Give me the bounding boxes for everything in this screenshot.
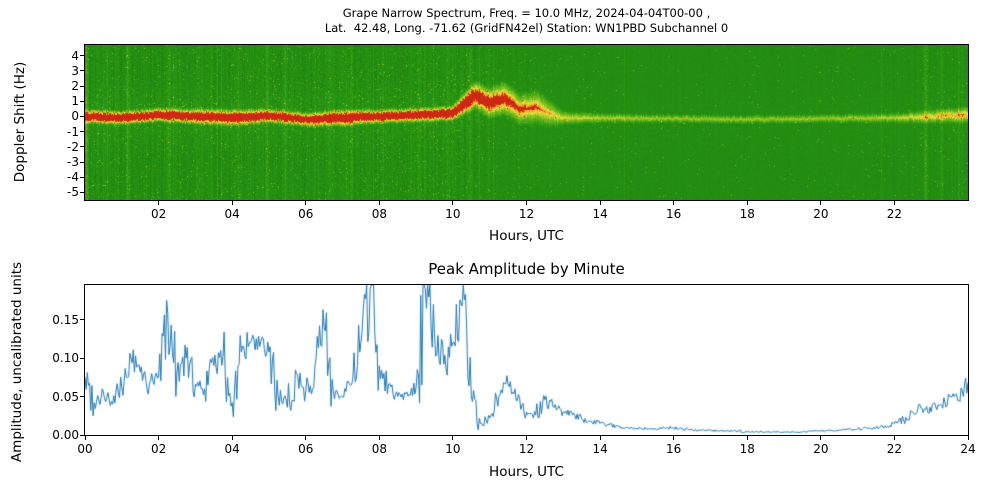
x-tick-label: 02 <box>150 207 167 221</box>
x-tick-label: 06 <box>298 207 314 221</box>
y-tick-label: 0.15 <box>52 312 79 327</box>
x-tick-label: 22 <box>886 442 903 456</box>
x-tick-mark <box>893 201 895 205</box>
x-tick-label: 18 <box>739 207 755 221</box>
x-tick-label: 08 <box>371 207 387 221</box>
x-tick-label: 06 <box>298 442 314 456</box>
y-tick-mark <box>80 191 84 193</box>
y-tick-label: 0.10 <box>52 351 79 366</box>
y-tick-mark <box>80 100 84 102</box>
y-tick-mark <box>80 85 84 87</box>
x-tick-mark <box>84 436 86 440</box>
x-tick-label: 10 <box>445 207 461 221</box>
x-tick-mark <box>673 436 675 440</box>
x-tick-label: 04 <box>224 442 240 456</box>
y-tick-label: 3 <box>71 63 79 78</box>
spectrogram-ylabel: Doppler Shift (Hz) <box>12 61 28 183</box>
y-tick-mark <box>80 176 84 178</box>
spectrogram-xlabel: Hours, UTC <box>489 228 564 244</box>
x-tick-mark <box>599 436 601 440</box>
x-tick-mark <box>452 201 454 205</box>
x-tick-mark <box>820 201 822 205</box>
x-tick-mark <box>231 201 233 205</box>
x-tick-mark <box>158 201 160 205</box>
amplitude-title: Peak Amplitude by Minute <box>428 260 625 278</box>
x-tick-label: 10 <box>445 442 461 456</box>
x-tick-mark <box>967 436 969 440</box>
spectrogram-canvas <box>85 45 968 200</box>
spectrogram-subtitle: Lat. 42.48, Long. -71.62 (GridFN42el) St… <box>324 21 729 35</box>
x-tick-mark <box>231 436 233 440</box>
x-tick-mark <box>526 201 527 205</box>
x-tick-mark <box>893 436 895 440</box>
x-tick-mark <box>305 201 307 205</box>
x-tick-mark <box>673 201 675 205</box>
y-tick-mark <box>80 131 84 133</box>
x-tick-label: 12 <box>518 207 535 221</box>
y-tick-label: -1 <box>67 124 79 139</box>
amplitude-canvas <box>85 285 968 435</box>
x-tick-label: 02 <box>150 442 167 456</box>
x-tick-mark <box>599 201 601 205</box>
x-tick-label: 08 <box>371 442 387 456</box>
x-tick-label: 16 <box>666 207 682 221</box>
y-tick-mark <box>80 115 84 117</box>
y-tick-label: 2 <box>71 79 79 94</box>
amplitude-plot-area <box>84 284 969 436</box>
x-tick-mark <box>452 436 454 440</box>
amplitude-ylabel: Amplitude, uncalibrated units <box>9 261 25 463</box>
spectrogram-plot-area <box>84 44 969 201</box>
x-tick-mark <box>746 201 748 205</box>
y-tick-label: -2 <box>67 139 79 154</box>
x-tick-label: 14 <box>592 442 608 456</box>
y-tick-mark <box>80 319 84 321</box>
x-tick-label: 16 <box>666 442 682 456</box>
y-tick-label: 0.05 <box>52 389 79 404</box>
x-tick-label: 14 <box>592 207 608 221</box>
y-tick-label: -3 <box>67 155 79 169</box>
x-tick-label: 18 <box>739 442 755 456</box>
y-tick-mark <box>80 55 84 57</box>
y-tick-mark <box>80 357 84 359</box>
y-tick-label: -5 <box>67 185 79 200</box>
y-tick-mark <box>80 70 84 72</box>
y-tick-label: -4 <box>67 170 79 185</box>
amplitude-xlabel: Hours, UTC <box>489 464 564 480</box>
x-tick-mark <box>820 436 822 440</box>
x-tick-label: 22 <box>886 207 903 221</box>
y-tick-mark <box>80 396 84 398</box>
x-tick-mark <box>746 436 748 440</box>
y-tick-label: 1 <box>71 94 79 109</box>
y-tick-mark <box>80 434 84 436</box>
x-tick-mark <box>305 436 307 440</box>
x-tick-label: 04 <box>224 207 240 221</box>
x-tick-mark <box>158 436 160 440</box>
y-tick-mark <box>80 146 84 148</box>
x-tick-mark <box>378 201 380 205</box>
y-tick-label: 4 <box>71 48 79 63</box>
spectrogram-title: Grape Narrow Spectrum, Freq. = 10.0 MHz,… <box>342 6 711 20</box>
x-tick-label: 20 <box>813 207 829 221</box>
y-tick-label: 0 <box>71 109 79 124</box>
x-tick-label: 00 <box>77 442 93 456</box>
x-tick-mark <box>378 436 380 440</box>
y-tick-mark <box>80 161 84 163</box>
y-tick-label: 0.00 <box>52 428 79 442</box>
x-tick-label: 12 <box>518 442 535 456</box>
x-tick-label: 24 <box>960 442 976 456</box>
x-tick-label: 20 <box>813 442 829 456</box>
x-tick-mark <box>526 436 527 440</box>
